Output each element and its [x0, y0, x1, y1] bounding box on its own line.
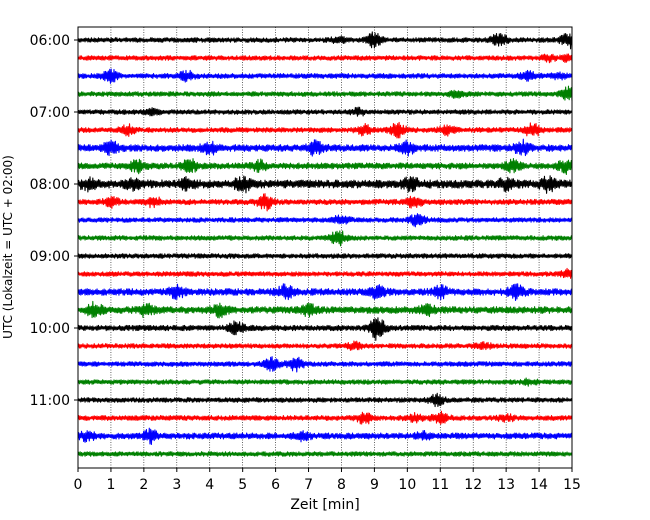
trace-07:15 [77, 121, 573, 139]
trace-09:00 [77, 253, 573, 259]
seismic-traces [77, 31, 573, 457]
trace-10:15 [77, 340, 573, 351]
trace-06:30 [77, 68, 573, 84]
trace-08:15 [77, 193, 573, 212]
trace-07:00 [77, 106, 573, 117]
trace-07:45 [77, 157, 573, 176]
y-tick-label-08:00: 08:00 [30, 177, 70, 193]
y-tick-label-06:00: 06:00 [30, 33, 70, 49]
x-tick-label-5: 5 [238, 477, 247, 493]
x-tick-label-14: 14 [530, 477, 548, 493]
y-tick-label-09:00: 09:00 [30, 249, 70, 265]
x-tick-label-15: 15 [563, 477, 581, 493]
trace-09:30 [77, 283, 573, 302]
x-tick-label-11: 11 [431, 477, 449, 493]
x-tick-label-0: 0 [74, 477, 83, 493]
x-tick-label-6: 6 [271, 477, 280, 493]
trace-11:45 [77, 451, 573, 457]
trace-09:15 [77, 267, 573, 279]
x-tick-label-10: 10 [398, 477, 416, 493]
trace-07:30 [77, 138, 573, 157]
trace-11:15 [77, 410, 573, 425]
x-tick-label-7: 7 [304, 477, 313, 493]
y-axis-label: UTC (Lokalzeit = UTC + 02:00) [1, 155, 15, 339]
x-grid [110, 27, 540, 468]
y-tick-label-10:00: 10:00 [30, 321, 70, 337]
trace-08:00 [77, 175, 573, 194]
trace-11:30 [77, 427, 573, 446]
x-tick-label-1: 1 [106, 477, 115, 493]
x-tick-label-3: 3 [172, 477, 181, 493]
trace-06:15 [77, 53, 573, 64]
x-tick-label-12: 12 [464, 477, 482, 493]
y-tick-label-11:00: 11:00 [30, 393, 70, 409]
trace-10:45 [77, 377, 573, 387]
y-tick-label-07:00: 07:00 [30, 105, 70, 121]
trace-08:45 [77, 230, 573, 247]
trace-10:30 [77, 356, 573, 373]
x-axis-label: Zeit [min] [290, 497, 359, 513]
trace-06:45 [77, 85, 573, 101]
x-tick-label-9: 9 [370, 477, 379, 493]
trace-08:30 [77, 213, 573, 228]
x-tick-label-13: 13 [497, 477, 515, 493]
trace-09:45 [77, 300, 573, 319]
x-tick-label-4: 4 [205, 477, 214, 493]
trace-10:00 [77, 317, 573, 341]
trace-06:00 [77, 31, 573, 50]
trace-11:00 [77, 392, 573, 408]
plot-frame [77, 26, 573, 469]
y-axis-ticks: 06:00 07:00 08:00 09:00 10:00 11:00 [30, 33, 78, 409]
x-tick-label-2: 2 [139, 477, 148, 493]
x-tick-label-8: 8 [337, 477, 346, 493]
x-axis-ticks: 0 1 2 3 4 5 6 7 8 9 10 11 12 13 14 15 [74, 468, 581, 493]
